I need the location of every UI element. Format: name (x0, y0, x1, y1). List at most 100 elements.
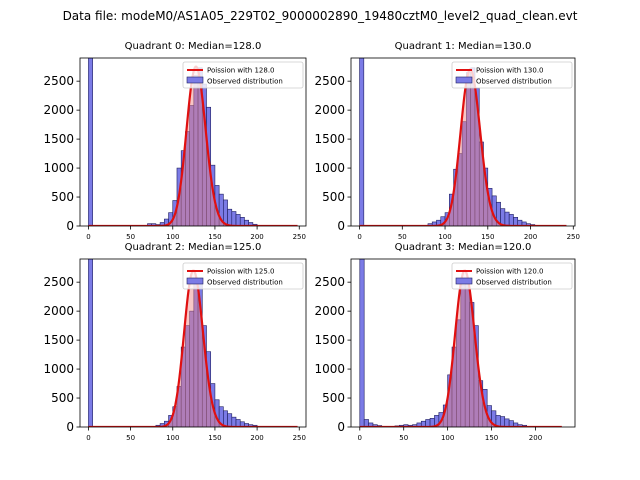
legend-bar-swatch (186, 277, 204, 285)
y-tick-label: 1000 (314, 161, 345, 175)
poisson-line (359, 68, 567, 226)
histogram-bar (227, 413, 233, 427)
poisson-fill (88, 66, 298, 226)
x-tick-label: 100 (166, 233, 179, 241)
axes-frame (350, 57, 576, 227)
legend-label-poisson: Poission with 128.0 (207, 67, 275, 75)
y-tick-label: 2500 (43, 74, 74, 88)
legend: Poission with 128.0 Observed distribution (182, 61, 304, 89)
y-tick-label: 2000 (314, 304, 345, 318)
histogram-bar (359, 58, 365, 226)
x-tick-label: 200 (529, 434, 542, 442)
y-tick-label: 2500 (314, 74, 345, 88)
y-tick-label: 0 (337, 420, 345, 434)
legend: Poission with 130.0 Observed distribution (451, 61, 573, 89)
panel-title: Quadrant 3: Median=120.0 (395, 242, 532, 253)
x-tick-label: 50 (126, 434, 135, 442)
y-tick-label: 500 (51, 190, 74, 204)
quadrant-2-panel: Quadrant 2: Median=125.0 0 500 1000 1500 2000… (43, 242, 307, 442)
y-tick-label: 2000 (43, 103, 74, 117)
y-tick-label: 0 (66, 219, 74, 233)
figure-title: Data file: modeM0/AS1A05_229T02_90000028… (63, 9, 578, 23)
axes-frame (79, 258, 307, 428)
x-tick-label: 0 (86, 233, 90, 241)
legend-bar-swatch (455, 76, 473, 84)
histogram-bar (231, 416, 237, 427)
y-tick-label: 2500 (43, 275, 74, 289)
y-tick-label: 2000 (43, 304, 74, 318)
legend: Poission with 120.0 Observed distribution (451, 262, 573, 290)
x-tick-label: 150 (208, 233, 221, 241)
y-tick-label: 1000 (43, 161, 74, 175)
x-tick-label: 200 (250, 233, 263, 241)
histogram-bar (504, 211, 510, 226)
legend-label-poisson: Poission with 130.0 (476, 67, 544, 75)
panel-title: Quadrant 1: Median=130.0 (395, 41, 532, 52)
plot-area (359, 259, 562, 427)
x-tick-label: 250 (567, 233, 580, 241)
y-tick-label: 0 (337, 219, 345, 233)
histogram-bar (359, 259, 365, 427)
y-tick-label: 500 (322, 391, 345, 405)
legend: Poission with 125.0 Observed distribution (182, 262, 304, 290)
x-tick-label: 100 (438, 233, 451, 241)
x-tick-label: 150 (208, 434, 221, 442)
histogram-bar (363, 419, 369, 427)
x-tick-label: 0 (357, 233, 361, 241)
histogram-bar (473, 325, 479, 427)
x-tick-label: 50 (398, 233, 407, 241)
legend-label-observed: Observed distribution (476, 78, 552, 86)
legend-label-observed: Observed distribution (207, 279, 283, 287)
x-tick-label: 100 (441, 434, 454, 442)
y-tick-label: 1000 (314, 362, 345, 376)
y-tick-label: 1500 (43, 333, 74, 347)
legend-label-poisson: Poission with 125.0 (207, 268, 275, 276)
quadrant-1-panel: Quadrant 1: Median=130.00500100015002000… (314, 41, 580, 241)
x-tick-label: 250 (293, 233, 306, 241)
histogram-bar (235, 419, 241, 427)
y-tick-label: 500 (51, 391, 74, 405)
poisson-fill (359, 69, 567, 226)
axes-frame (79, 57, 307, 227)
y-tick-label: 2500 (314, 275, 345, 289)
legend-box (182, 61, 304, 89)
histogram-bar (513, 217, 519, 226)
x-tick-label: 200 (250, 434, 263, 442)
legend-bar-swatch (455, 277, 473, 285)
histogram-bar (227, 208, 233, 226)
histogram-bar (239, 217, 245, 226)
histogram-bar (235, 214, 241, 226)
histogram-bar (88, 259, 93, 427)
y-tick-label: 1500 (43, 132, 74, 146)
plot-area (359, 58, 567, 226)
x-tick-label: 0 (86, 434, 90, 442)
x-tick-label: 150 (481, 233, 494, 241)
legend-label-poisson: Poission with 120.0 (476, 268, 544, 276)
histogram-bar (88, 58, 93, 226)
legend-box (451, 262, 573, 290)
legend-bar-swatch (186, 76, 204, 84)
y-tick-label: 500 (322, 190, 345, 204)
x-tick-label: 200 (524, 233, 537, 241)
x-tick-label: 250 (293, 434, 306, 442)
histogram-bar (504, 418, 510, 427)
x-tick-label: 150 (485, 434, 498, 442)
x-tick-label: 50 (126, 233, 135, 241)
panel-title: Quadrant 2: Median=125.0 (125, 242, 262, 253)
histogram-bar (231, 211, 237, 226)
x-tick-label: 100 (166, 434, 179, 442)
y-tick-label: 1500 (314, 132, 345, 146)
panel-title: Quadrant 0: Median=128.0 (125, 41, 262, 52)
y-tick-label: 2000 (314, 103, 345, 117)
x-tick-label: 50 (399, 434, 408, 442)
legend-box (182, 262, 304, 290)
x-tick-label: 0 (358, 434, 362, 442)
histogram-bar (500, 416, 506, 427)
poisson-fill (88, 270, 298, 427)
quadrant-3-panel: Quadrant 3: Median=120.00500100015002000… (314, 242, 576, 442)
poisson-fill (359, 270, 562, 427)
axes-frame (350, 258, 576, 428)
y-tick-label: 1500 (314, 333, 345, 347)
y-tick-label: 1000 (43, 362, 74, 376)
